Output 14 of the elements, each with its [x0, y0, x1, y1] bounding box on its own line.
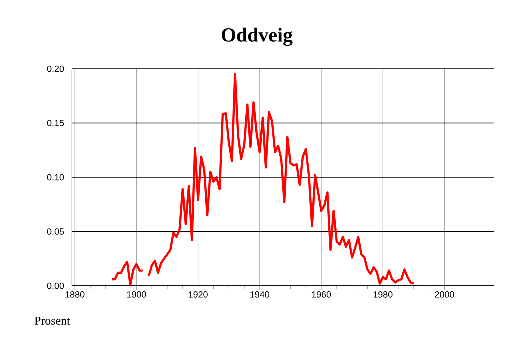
- x-tick-label: 1920: [189, 292, 208, 298]
- y-tick-label: 0.15: [47, 120, 64, 126]
- y-axis-title: Prosent: [34, 317, 70, 325]
- y-tick-label: 0.00: [47, 282, 64, 290]
- x-tick-label: 1940: [250, 292, 270, 298]
- x-tick-label: 1980: [374, 292, 393, 298]
- chart-title: Oddveig: [222, 28, 293, 46]
- y-tick-label: 0.10: [47, 174, 64, 181]
- x-tick-label: 1960: [312, 292, 332, 298]
- x-tick-label: 1900: [127, 292, 146, 298]
- y-tick-label: 0.20: [47, 66, 64, 72]
- y-tick-label: 0.05: [47, 228, 64, 235]
- x-tick-label: 1880: [66, 292, 85, 298]
- x-tick-label: 2000: [435, 292, 454, 298]
